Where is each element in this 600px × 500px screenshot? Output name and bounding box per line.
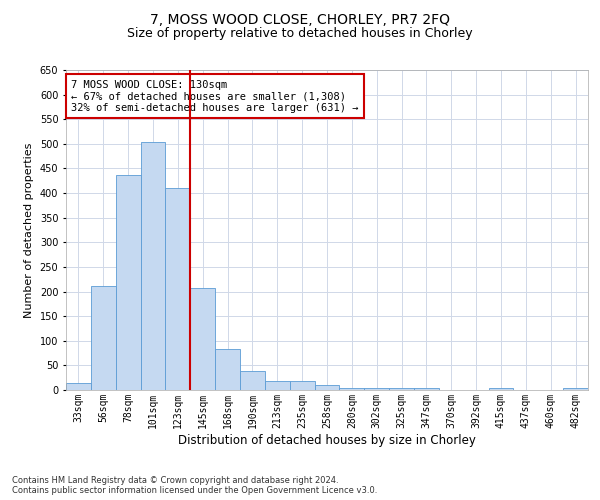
Text: 7 MOSS WOOD CLOSE: 130sqm
← 67% of detached houses are smaller (1,308)
32% of se: 7 MOSS WOOD CLOSE: 130sqm ← 67% of detac…	[71, 80, 359, 113]
X-axis label: Distribution of detached houses by size in Chorley: Distribution of detached houses by size …	[178, 434, 476, 446]
Bar	[488, 388, 514, 390]
Bar	[563, 388, 588, 390]
Bar	[190, 288, 215, 390]
Y-axis label: Number of detached properties: Number of detached properties	[24, 142, 34, 318]
Bar	[116, 176, 140, 390]
Bar	[215, 349, 240, 390]
Bar	[265, 380, 290, 390]
Bar	[364, 388, 389, 390]
Bar	[340, 388, 364, 390]
Bar	[91, 286, 116, 390]
Text: 7, MOSS WOOD CLOSE, CHORLEY, PR7 2FQ: 7, MOSS WOOD CLOSE, CHORLEY, PR7 2FQ	[150, 12, 450, 26]
Text: Contains HM Land Registry data © Crown copyright and database right 2024.
Contai: Contains HM Land Registry data © Crown c…	[12, 476, 377, 495]
Text: Size of property relative to detached houses in Chorley: Size of property relative to detached ho…	[127, 28, 473, 40]
Bar	[66, 382, 91, 390]
Bar	[240, 372, 265, 390]
Bar	[414, 388, 439, 390]
Bar	[166, 188, 190, 390]
Bar	[290, 381, 314, 390]
Bar	[140, 142, 166, 390]
Bar	[314, 385, 340, 390]
Bar	[389, 388, 414, 390]
